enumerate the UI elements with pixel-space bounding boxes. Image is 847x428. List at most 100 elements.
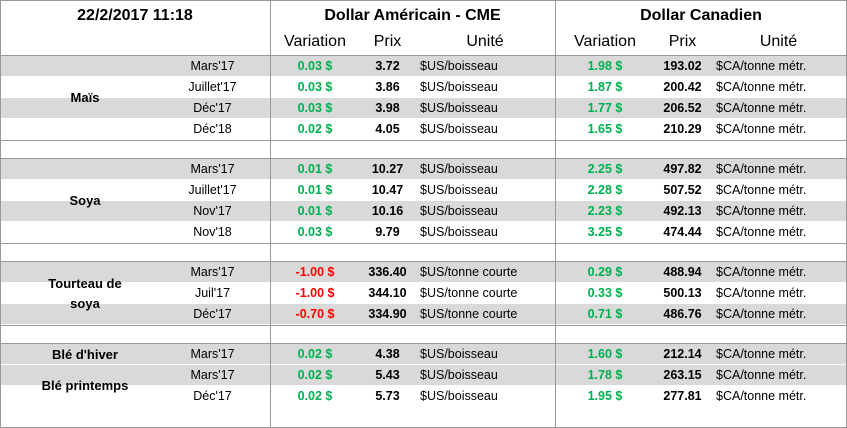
- cell: 336.40: [368, 265, 407, 279]
- contract: Mars'17: [190, 59, 235, 73]
- cell: 1.77 $: [587, 101, 623, 115]
- column-header: Prix: [668, 33, 697, 50]
- cell: $US/boisseau: [420, 368, 498, 382]
- cell: 1.87 $: [587, 80, 623, 94]
- contract: Juil'17: [194, 286, 231, 300]
- cell: $US/tonne courte: [420, 265, 518, 279]
- cell: 492.13: [663, 204, 702, 218]
- cell: 206.52: [663, 101, 702, 115]
- column-header: Variation: [574, 33, 636, 50]
- cell: -1.00 $: [295, 265, 335, 279]
- cell: $US/boisseau: [420, 389, 498, 403]
- commodity: Soya: [69, 193, 101, 208]
- cell: $US/boisseau: [420, 162, 498, 176]
- rule: [0, 140, 847, 141]
- cell: 3.72: [375, 59, 400, 73]
- cell: 1.95 $: [587, 389, 623, 403]
- cell: 263.15: [663, 368, 702, 382]
- contract: Mars'17: [190, 265, 235, 279]
- row-bg: [0, 365, 847, 386]
- cell: 5.43: [375, 368, 400, 382]
- row-bg: [0, 262, 847, 283]
- contract: Mars'17: [190, 368, 235, 382]
- cell: 4.05: [375, 122, 400, 136]
- cell: $US/boisseau: [420, 122, 498, 136]
- cell: 0.01 $: [297, 204, 333, 218]
- cell: $CA/tonne métr.: [716, 389, 807, 403]
- cell: 4.38: [375, 347, 400, 361]
- group-header: Dollar Canadien: [640, 7, 762, 24]
- cell: 0.01 $: [297, 162, 333, 176]
- contract: Déc'18: [193, 122, 232, 136]
- rule: [270, 0, 271, 428]
- row-bg: [0, 56, 847, 77]
- cell: $CA/tonne métr.: [716, 101, 807, 115]
- row-bg: [0, 386, 847, 407]
- cell: $CA/tonne métr.: [716, 162, 807, 176]
- cell: 193.02: [663, 59, 702, 73]
- row-bg: [0, 98, 847, 119]
- cell: $CA/tonne métr.: [716, 204, 807, 218]
- cell: 10.47: [371, 183, 404, 197]
- cell: 210.29: [663, 122, 702, 136]
- cell: 212.14: [663, 347, 702, 361]
- cell: 507.52: [663, 183, 702, 197]
- column-header: Unité: [466, 33, 504, 50]
- row-bg: [0, 159, 847, 180]
- row-bg: [0, 304, 847, 325]
- cell: 497.82: [663, 162, 702, 176]
- cell: $US/boisseau: [420, 101, 498, 115]
- cell: 0.01 $: [297, 183, 333, 197]
- cell: -1.00 $: [295, 286, 335, 300]
- cell: 3.98: [375, 101, 400, 115]
- row-bg: [0, 180, 847, 201]
- row-bg: [0, 119, 847, 140]
- row-bg: [0, 283, 847, 304]
- rule: [0, 158, 847, 159]
- cell: $US/boisseau: [420, 225, 498, 239]
- rule: [0, 261, 847, 262]
- cell: 0.02 $: [297, 122, 333, 136]
- commodity: Maïs: [70, 90, 100, 105]
- cell: 486.76: [663, 307, 702, 321]
- cell: 2.25 $: [587, 162, 623, 176]
- cell: 474.44: [663, 225, 702, 239]
- cell: 3.25 $: [587, 225, 623, 239]
- commodity: Tourteau de soya: [48, 275, 122, 311]
- contract: Déc'17: [193, 101, 232, 115]
- cell: $US/tonne courte: [420, 307, 518, 321]
- cell: 10.16: [371, 204, 404, 218]
- contract: Mars'17: [190, 347, 235, 361]
- contract: Mars'17: [190, 162, 235, 176]
- contract: Déc'17: [193, 389, 232, 403]
- cell: 334.90: [368, 307, 407, 321]
- rule: [0, 343, 847, 344]
- cell: $CA/tonne métr.: [716, 183, 807, 197]
- cell: 0.03 $: [297, 59, 333, 73]
- timestamp: 22/2/2017 11:18: [77, 7, 193, 24]
- cell: $US/boisseau: [420, 347, 498, 361]
- contract: Juillet'17: [188, 80, 237, 94]
- contract: Nov'18: [193, 225, 232, 239]
- commodity: Blé printemps: [41, 378, 129, 393]
- cell: 5.73: [375, 389, 400, 403]
- cell: 2.23 $: [587, 204, 623, 218]
- cell: 0.03 $: [297, 101, 333, 115]
- cell: $US/boisseau: [420, 80, 498, 94]
- row-bg: [0, 77, 847, 98]
- group-header: Dollar Américain - CME: [324, 7, 501, 24]
- rule: [0, 0, 1, 428]
- cell: 9.79: [375, 225, 400, 239]
- rule: [0, 243, 847, 244]
- contract: Nov'17: [193, 204, 232, 218]
- cell: $CA/tonne métr.: [716, 347, 807, 361]
- cell: $CA/tonne métr.: [716, 286, 807, 300]
- cell: $US/tonne courte: [420, 286, 518, 300]
- cell: 0.29 $: [587, 265, 623, 279]
- cell: 10.27: [371, 162, 404, 176]
- rule: [0, 0, 847, 1]
- cell: 0.33 $: [587, 286, 623, 300]
- column-header: Variation: [284, 33, 346, 50]
- cell: -0.70 $: [295, 307, 335, 321]
